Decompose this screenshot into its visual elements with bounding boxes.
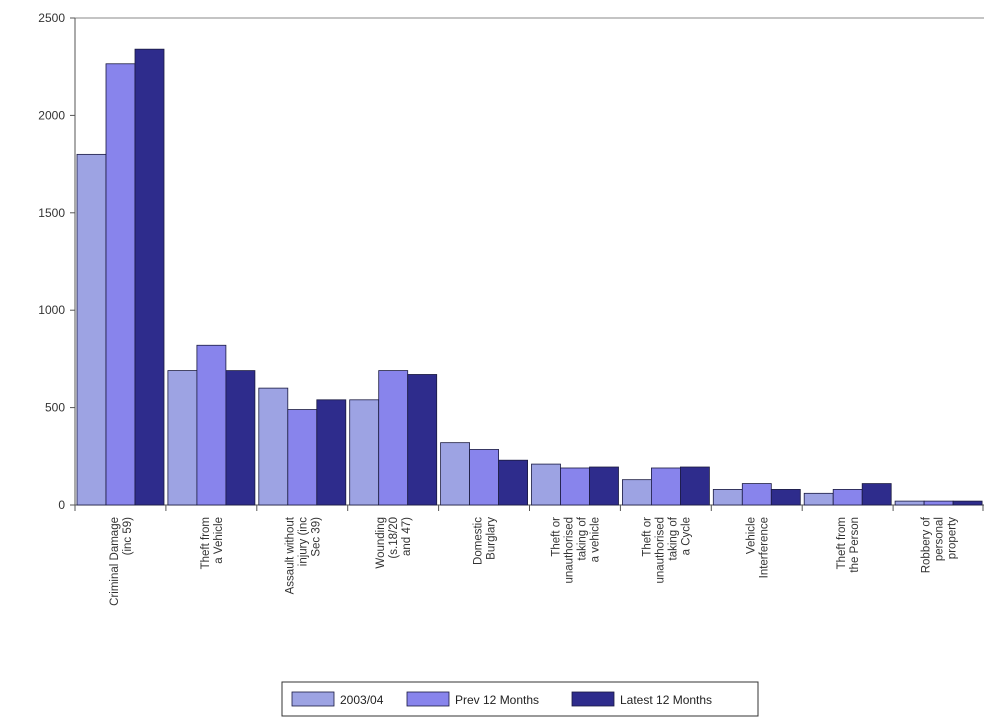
x-axis (75, 505, 984, 511)
bar (106, 64, 135, 505)
category-label-line: Assault without (284, 516, 296, 594)
category-label-line: Theft or (550, 517, 562, 557)
category-label-line: Robbery of (921, 516, 933, 573)
category-label: Robbery ofpersonalproperty (921, 516, 959, 573)
category-label-line: Domestic (473, 517, 485, 565)
category-label-line: Criminal Damage (109, 517, 121, 606)
category-label-line: (inc 59) (122, 517, 134, 556)
bar (197, 345, 226, 505)
category-label-line: unauthorised (563, 517, 575, 584)
bar (408, 374, 437, 505)
bar (259, 388, 288, 505)
y-tick-label: 1500 (38, 206, 65, 220)
category-label-line: the Person (849, 517, 861, 573)
y-axis: 0 500 1000 1500 2000 2500 (38, 11, 75, 512)
bar (590, 467, 619, 505)
category-label-line: a vehicle (589, 517, 601, 562)
category-label: Theft froma Vehicle (200, 517, 225, 569)
category-label-line: personal (934, 517, 946, 561)
category-label-line: Burglary (486, 517, 498, 560)
category-label-line: and 47) (401, 517, 413, 556)
y-tick-label: 2500 (38, 11, 65, 25)
bar (804, 493, 833, 505)
bar (895, 501, 924, 505)
bar (168, 371, 197, 505)
legend-swatch (572, 692, 614, 706)
category-label-line: taking of (576, 516, 588, 560)
bar (499, 460, 528, 505)
legend-label: 2003/04 (340, 693, 384, 707)
bar (350, 400, 379, 505)
category-labels: Criminal Damage(inc 59) Theft froma Vehic… (109, 516, 959, 606)
category-label: DomesticBurglary (473, 517, 498, 565)
legend-label: Prev 12 Months (455, 693, 539, 707)
bar (379, 371, 408, 505)
category-label-line: unauthorised (654, 517, 666, 584)
bar (77, 154, 106, 505)
category-label-line: taking of (667, 516, 679, 560)
category-label-line: injury (inc (297, 517, 309, 566)
bar (953, 501, 982, 505)
category-label: Criminal Damage(inc 59) (109, 517, 134, 606)
category-label-line: Theft from (200, 517, 212, 569)
y-tick-label: 2000 (38, 108, 65, 122)
category-label-line: Wounding (375, 517, 387, 569)
bar (532, 464, 561, 505)
bar (561, 468, 590, 505)
category-label-line: Theft or (641, 517, 653, 557)
category-label-line: a Vehicle (213, 517, 225, 564)
bar (713, 489, 742, 505)
bar (288, 410, 317, 505)
legend-swatch (292, 692, 334, 706)
category-label-line: Interference (758, 517, 770, 578)
bar (226, 371, 255, 505)
category-label-line: (s.18/20 (388, 517, 400, 559)
bar (771, 489, 800, 505)
category-label-line: Vehicle (745, 517, 757, 554)
bar (862, 484, 891, 505)
bar (622, 480, 651, 505)
legend-swatch (407, 692, 449, 706)
bar (833, 489, 862, 505)
category-label: Wounding(s.18/20and 47) (375, 517, 413, 569)
bar (924, 501, 953, 505)
category-label: Theft fromthe Person (836, 517, 861, 573)
category-label-line: a Cycle (680, 517, 692, 555)
legend-label: Latest 12 Months (620, 693, 712, 707)
bar (680, 467, 709, 505)
bar (317, 400, 346, 505)
bar (441, 443, 470, 505)
bar (651, 468, 680, 505)
y-tick-label: 1000 (38, 303, 65, 317)
category-label-line: property (947, 517, 959, 559)
bar (135, 49, 164, 505)
category-label: Theft orunauthorisedtaking ofa vehicle (550, 516, 601, 583)
category-label: Assault withoutinjury (incSec 39) (284, 516, 322, 594)
bar (742, 484, 771, 505)
category-label: VehicleInterference (745, 517, 770, 578)
y-tick-label: 500 (45, 401, 65, 415)
category-label-line: Sec 39) (310, 517, 322, 557)
bar (470, 449, 499, 505)
category-label: Theft orunauthorisedtaking ofa Cycle (641, 516, 692, 583)
category-label-line: Theft from (836, 517, 848, 569)
legend: 2003/04 Prev 12 Months Latest 12 Months (282, 682, 758, 716)
bars (77, 49, 982, 505)
y-tick-label: 0 (58, 498, 65, 512)
